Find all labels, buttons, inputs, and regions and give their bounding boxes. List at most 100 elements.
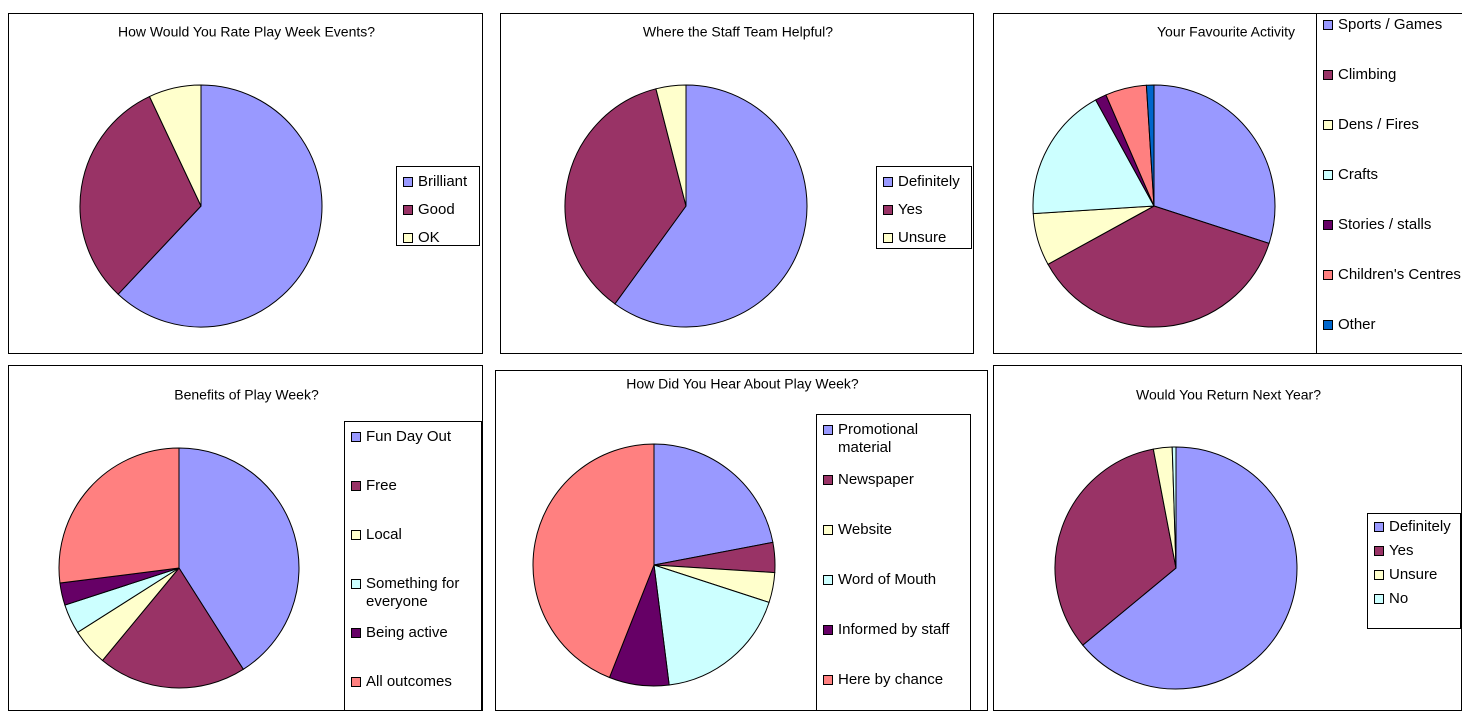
legend-entry: Word of Mouth <box>823 571 968 589</box>
chart-title: How Did You Hear About Play Week? <box>626 376 859 392</box>
legend-swatch <box>1374 594 1384 604</box>
pie-slice <box>614 84 808 328</box>
legend-entry: Newspaper <box>823 471 968 489</box>
legend-label: Promotional material <box>838 421 919 456</box>
pie-slice <box>101 567 244 689</box>
pie-slice <box>1153 84 1276 245</box>
legend-entry: Definitely <box>883 173 969 191</box>
legend-swatch <box>351 481 361 491</box>
legend-swatch <box>1323 170 1333 180</box>
legend-swatch <box>403 205 413 215</box>
legend-entry: Informed by staff <box>823 621 968 639</box>
chart-panel: Your Favourite Activity Sports / Games Cli… <box>993 13 1462 354</box>
legend-entry: Fun Day Out <box>351 428 479 446</box>
legend-swatch <box>823 675 833 685</box>
chart-title: Would You Return Next Year? <box>1136 387 1321 403</box>
legend-swatch <box>403 177 413 187</box>
legend-label: Unsure <box>898 229 947 246</box>
pie-slice <box>653 443 774 566</box>
pie-slice <box>79 95 202 295</box>
legend-swatch <box>1323 120 1333 130</box>
legend-entry: Yes <box>1374 542 1458 560</box>
pie-slice <box>178 447 300 671</box>
legend-label: Definitely <box>1389 518 1451 535</box>
pie-slice <box>1145 84 1155 207</box>
legend-swatch <box>1323 320 1333 330</box>
pie-slice <box>58 447 180 584</box>
chart-title: Benefits of Play Week? <box>174 387 319 403</box>
legend-swatch <box>351 579 361 589</box>
legend-entry: OK <box>403 229 477 247</box>
chart: Your Favourite Activity <box>1032 24 1295 328</box>
legend: Definitely Yes Unsure <box>876 166 972 249</box>
legend-label: Unsure <box>1389 566 1438 583</box>
legend-label: No <box>1389 590 1409 607</box>
legend-label: Dens / Fires <box>1338 116 1419 133</box>
legend-label: Good <box>418 201 455 218</box>
legend-label: Something for everyone <box>366 575 460 610</box>
legend-label: Informed by staff <box>838 621 950 638</box>
legend-swatch <box>1374 570 1384 580</box>
legend-label: Sports / Games <box>1338 16 1443 33</box>
chart: How Did You Hear About Play Week? <box>532 376 859 687</box>
pie-slice <box>1047 205 1270 328</box>
legend-swatch <box>403 233 413 243</box>
legend-label: Other <box>1338 316 1376 333</box>
legend-entry: Brilliant <box>403 173 477 191</box>
chart: Benefits of Play Week? <box>58 387 319 689</box>
legend-swatch <box>883 177 893 187</box>
legend-entry: Being active <box>351 624 479 642</box>
legend-label: Website <box>838 521 892 538</box>
legend-label: Yes <box>898 201 923 218</box>
legend-entry: Sports / Games <box>1323 16 1462 34</box>
chart: Would You Return Next Year? <box>1054 387 1321 690</box>
legend-label: Children's Centres <box>1338 266 1461 283</box>
legend-swatch <box>351 677 361 687</box>
legend-swatch <box>823 625 833 635</box>
pie-slice <box>1032 99 1155 215</box>
legend-swatch <box>1323 20 1333 30</box>
legend-swatch <box>351 530 361 540</box>
pie-slice <box>532 443 655 679</box>
legend-label: OK <box>418 229 440 246</box>
legend-label: Here by chance <box>838 671 944 688</box>
pie-slice <box>564 88 687 305</box>
chart-panel: Benefits of Play Week? Fun Day Out Free Loc… <box>8 365 483 711</box>
legend-label: Brilliant <box>418 173 468 190</box>
legend-label: Stories / stalls <box>1338 216 1432 233</box>
chart-panel: How Would You Rate Play Week Events? Bril… <box>8 13 483 354</box>
chart-panel: How Did You Hear About Play Week? Promoti… <box>495 370 988 711</box>
legend-entry: Unsure <box>1374 566 1458 584</box>
legend-entry: Dens / Fires <box>1323 116 1462 134</box>
legend-entry: Other <box>1323 316 1462 334</box>
chart-title: How Would You Rate Play Week Events? <box>118 24 375 40</box>
legend-entry: Crafts <box>1323 166 1462 184</box>
legend-label: Climbing <box>1338 66 1397 83</box>
legend-entry: Here by chance <box>823 671 968 689</box>
legend-swatch <box>823 475 833 485</box>
pie-slice <box>1082 446 1298 690</box>
legend-entry: Definitely <box>1374 518 1458 536</box>
legend-swatch <box>1323 70 1333 80</box>
legend-entry: Promotional material <box>823 421 968 457</box>
legend-label: Local <box>366 526 402 543</box>
chart: Where the Staff Team Helpful? <box>564 24 833 328</box>
legend-label: All outcomes <box>366 673 452 690</box>
pie-slice <box>148 84 202 207</box>
legend-swatch <box>823 425 833 435</box>
legend-swatch <box>823 525 833 535</box>
legend-label: Being active <box>366 624 448 641</box>
legend-entry: Climbing <box>1323 66 1462 84</box>
legend: Definitely Yes Unsure No <box>1367 513 1461 629</box>
legend-label: Fun Day Out <box>366 428 452 445</box>
pie-slice <box>1171 446 1177 569</box>
legend-entry: Good <box>403 201 477 219</box>
legend: Brilliant Good OK <box>396 166 480 246</box>
pie-slice <box>655 84 687 207</box>
legend-swatch <box>883 233 893 243</box>
legend-entry: Stories / stalls <box>1323 216 1462 234</box>
legend-entry: No <box>1374 590 1458 608</box>
legend-label: Word of Mouth <box>838 571 937 588</box>
legend: Sports / Games Climbing Dens / Fires Crafts… <box>1316 14 1462 353</box>
